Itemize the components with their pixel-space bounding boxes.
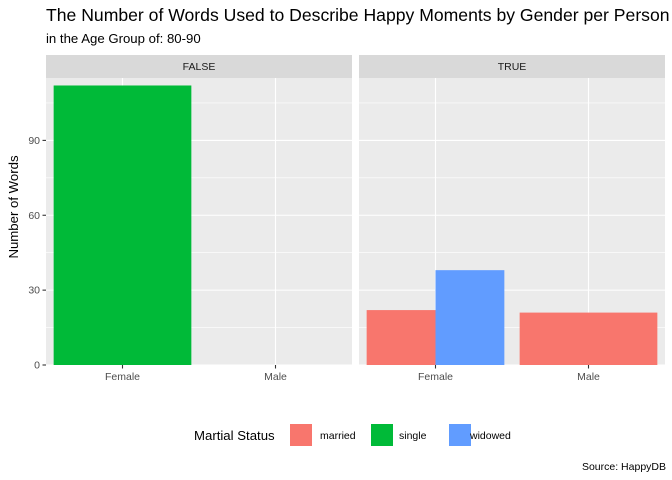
legend-key-single [371,424,393,446]
legend-key-widowed [449,424,471,446]
facet-strip [46,55,352,78]
facet-strip-label: TRUE [498,61,527,73]
chart-title: The Number of Words Used to Describe Hap… [46,5,670,25]
bar-single [53,85,192,366]
legend: Martial Status married single widowed [194,424,511,446]
bar-widowed [435,270,505,365]
chart-caption: Source: HappyDB [582,461,666,473]
legend-title: Martial Status [194,428,275,443]
legend-key-married [290,424,312,446]
bar-married [366,310,436,365]
y-axis-title: Number of Words [6,155,21,258]
y-tick-label: 90 [28,135,40,147]
x-tick-label: Male [577,371,600,383]
y-tick-label: 30 [28,285,40,297]
y-axis: 0 30 60 90 [28,135,46,372]
legend-label-single: single [399,430,427,442]
x-tick-label: Female [105,371,140,383]
legend-label-widowed: widowed [469,430,511,442]
x-tick-label: Male [264,371,287,383]
facet-strip [359,55,665,78]
legend-label-married: married [320,430,356,442]
bar-married [519,312,658,365]
facet-strip-label: FALSE [183,61,216,73]
chart-subtitle: in the Age Group of: 80-90 [46,31,201,46]
y-tick-label: 0 [34,360,40,372]
x-tick-label: Female [418,371,453,383]
y-tick-label: 60 [28,210,40,222]
facet-panels: FALSE Female Male TRUE Female Male [46,55,665,383]
